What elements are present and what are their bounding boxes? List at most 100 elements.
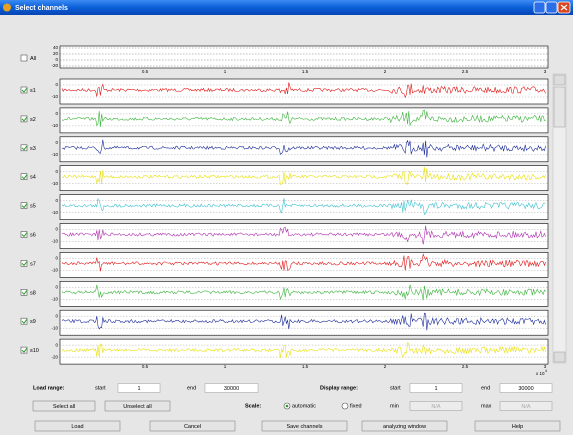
button[interactable] bbox=[361, 420, 448, 432]
checkmark bbox=[21, 261, 28, 267]
button-label: Help bbox=[512, 424, 523, 430]
button[interactable] bbox=[32, 400, 96, 412]
channel-checkbox[interactable] bbox=[20, 173, 28, 180]
control-label: max bbox=[481, 403, 492, 409]
text-input[interactable] bbox=[499, 383, 553, 393]
channel-checkbox[interactable] bbox=[20, 202, 28, 209]
radio-button[interactable] bbox=[341, 402, 349, 410]
input-value: N/A bbox=[431, 404, 441, 410]
channel-y-tick-label: -20 bbox=[51, 354, 58, 359]
button[interactable] bbox=[34, 420, 121, 432]
scroll-up[interactable] bbox=[553, 74, 566, 86]
channel-y-tick-label: -10 bbox=[51, 123, 58, 128]
channel-checkbox[interactable] bbox=[20, 144, 28, 152]
control-label: end bbox=[481, 385, 490, 391]
channel-label: s7 bbox=[30, 261, 36, 267]
channel-axis-box bbox=[59, 280, 549, 307]
channel-label: s2 bbox=[30, 117, 36, 123]
control-label: min bbox=[390, 403, 399, 409]
waveform bbox=[61, 284, 546, 301]
top-x-tick-label: 3 bbox=[544, 69, 547, 74]
waveform bbox=[61, 341, 546, 359]
top-x-tick-label: 0.5 bbox=[142, 69, 149, 74]
channel-checkbox[interactable] bbox=[20, 288, 28, 296]
waveform bbox=[61, 198, 546, 215]
text-input[interactable] bbox=[409, 383, 463, 393]
channel-y-tick-label: -10 bbox=[51, 325, 58, 330]
channel-label: s3 bbox=[30, 146, 36, 152]
maximize-button[interactable] bbox=[545, 1, 558, 14]
channel-y-tick-label: -10 bbox=[51, 181, 58, 186]
channel-axis-box bbox=[59, 107, 549, 134]
all-checkbox[interactable] bbox=[20, 54, 28, 62]
control-label: end bbox=[187, 385, 196, 391]
checkmark bbox=[21, 232, 28, 238]
top-y-tick-label: -20 bbox=[51, 63, 58, 68]
button[interactable] bbox=[149, 420, 236, 432]
channel-label: s6 bbox=[30, 232, 36, 238]
button-label: Save channels bbox=[286, 424, 322, 430]
waveform bbox=[61, 82, 546, 99]
bottom-x-tick-label: 2.5 bbox=[462, 364, 469, 369]
control-label: start bbox=[95, 385, 106, 391]
bottom-x-tick-label: 3 bbox=[544, 364, 547, 369]
channel-label: s10 bbox=[30, 348, 39, 354]
channel-label: s1 bbox=[30, 88, 36, 94]
checkmark bbox=[21, 116, 28, 122]
text-input[interactable] bbox=[204, 383, 259, 393]
control-label: Display range: bbox=[320, 385, 358, 391]
channel-checkbox[interactable] bbox=[20, 231, 28, 238]
waveform bbox=[61, 109, 546, 127]
button[interactable] bbox=[261, 420, 348, 432]
button-label: analyzing window bbox=[383, 424, 426, 430]
control-label: Load range: bbox=[33, 385, 65, 391]
scroll-thumb[interactable] bbox=[553, 86, 566, 128]
input-value: 1 bbox=[137, 386, 140, 392]
scrollbar[interactable] bbox=[552, 73, 567, 364]
channel-y-tick-label: -10 bbox=[51, 210, 58, 215]
channel-y-tick-label: 0 bbox=[55, 140, 58, 145]
channel-y-tick-label: 0 bbox=[55, 111, 58, 116]
channel-axis-box bbox=[59, 252, 549, 278]
waveform bbox=[61, 312, 546, 331]
close-icon bbox=[560, 4, 568, 11]
channel-checkbox[interactable] bbox=[20, 86, 28, 94]
channel-checkbox[interactable] bbox=[20, 317, 28, 325]
waveform bbox=[61, 139, 546, 158]
button-label: Unselect all bbox=[123, 404, 151, 410]
top-axis-box bbox=[59, 45, 549, 69]
top-y-tick-label: 20 bbox=[53, 51, 59, 56]
checkmark bbox=[21, 347, 28, 353]
channel-y-tick-label: -10 bbox=[51, 268, 58, 273]
button[interactable] bbox=[104, 400, 171, 412]
channel-y-tick-label: 0 bbox=[55, 342, 58, 347]
control-label: start bbox=[390, 385, 401, 391]
checkmark bbox=[21, 145, 28, 151]
channel-axis-box bbox=[59, 136, 549, 163]
scroll-down[interactable] bbox=[553, 351, 566, 363]
top-x-tick-label: 1 bbox=[224, 69, 227, 74]
channel-y-tick-label: -10 bbox=[51, 152, 58, 157]
input-value: 30000 bbox=[518, 386, 533, 392]
button[interactable] bbox=[474, 420, 561, 432]
channel-checkbox[interactable] bbox=[20, 346, 28, 354]
control-label: automatic bbox=[292, 403, 316, 409]
minimize-button[interactable] bbox=[533, 1, 546, 14]
checkmark bbox=[21, 203, 28, 209]
bottom-x-tick-label: 1.5 bbox=[302, 364, 309, 369]
channel-y-tick-label: 0 bbox=[55, 313, 58, 318]
channel-label: s5 bbox=[30, 204, 36, 210]
text-input[interactable] bbox=[117, 383, 161, 393]
checkmark bbox=[21, 87, 28, 93]
channel-checkbox[interactable] bbox=[20, 260, 28, 267]
bottom-x-tick-label: 2 bbox=[384, 364, 387, 369]
input-value: 30000 bbox=[224, 386, 239, 392]
title-bar bbox=[0, 0, 573, 15]
channel-y-tick-label: 0 bbox=[55, 169, 58, 174]
axis-multiplier: x 10 bbox=[536, 371, 545, 376]
channel-checkbox[interactable] bbox=[20, 115, 28, 123]
channel-label: s8 bbox=[30, 290, 36, 296]
all-label: All bbox=[30, 56, 36, 62]
channel-y-tick-label: 0 bbox=[55, 284, 58, 289]
control-label: Scale: bbox=[245, 403, 261, 409]
